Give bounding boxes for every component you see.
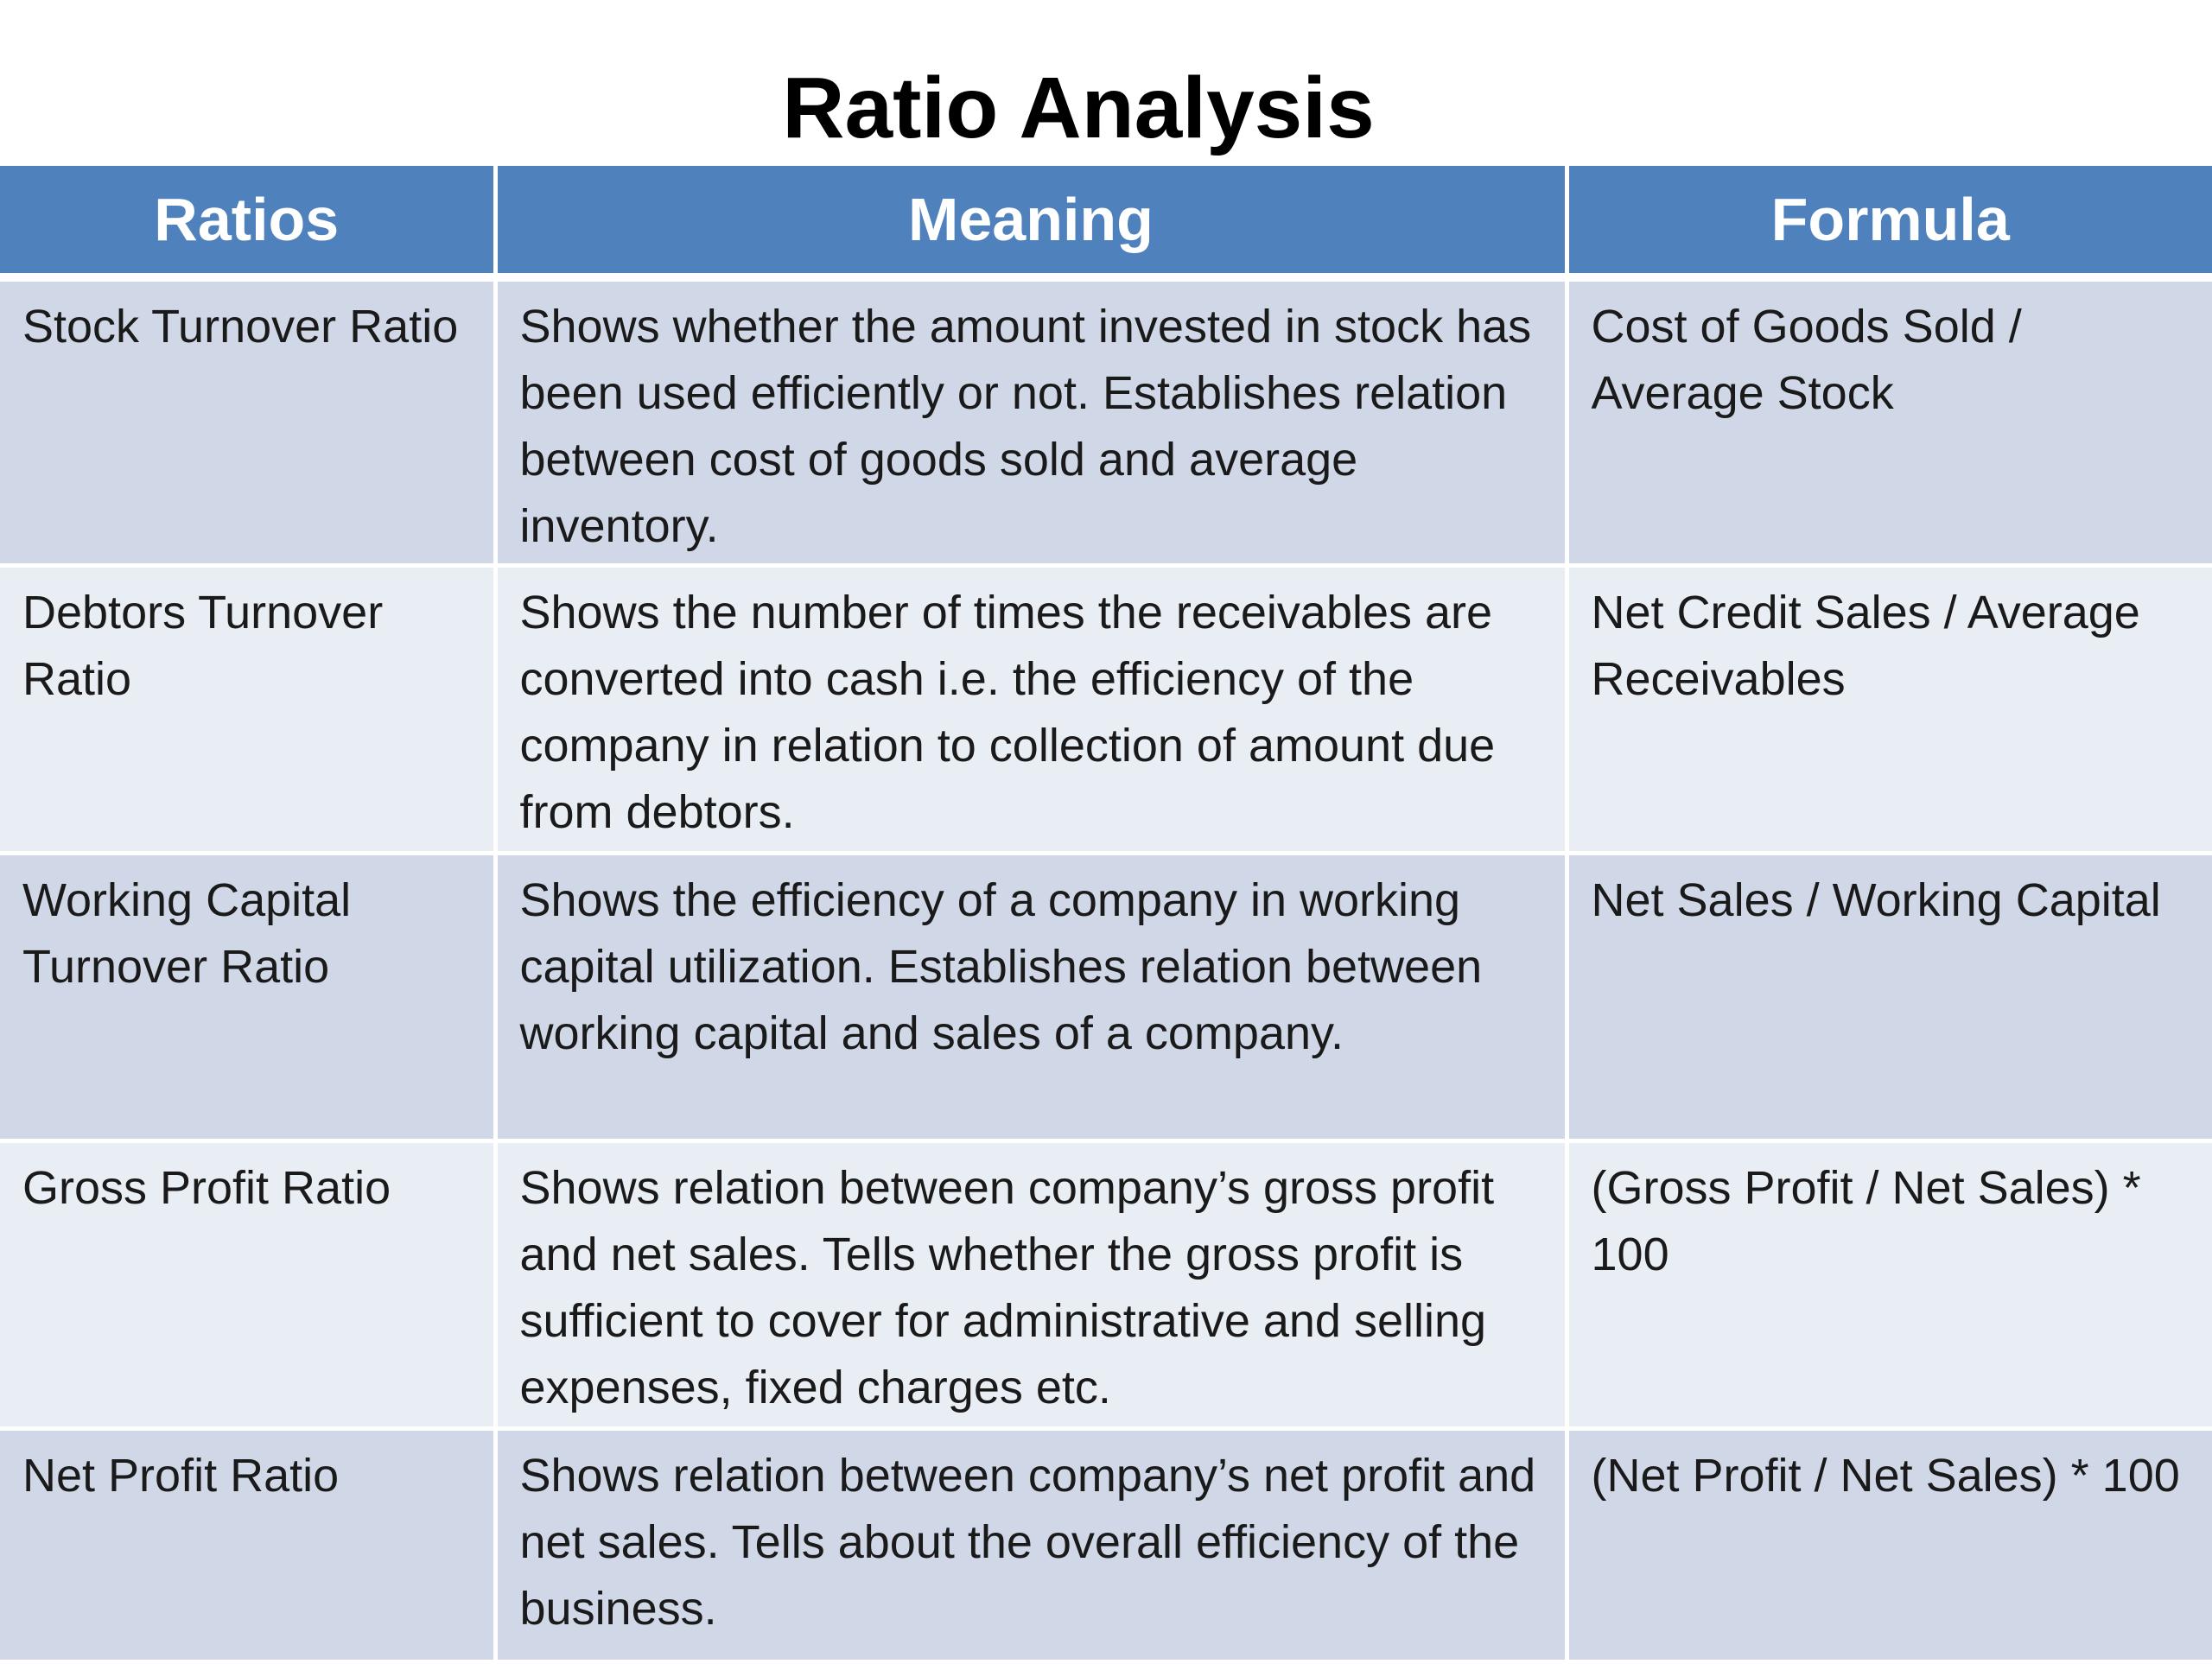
ratio-name-cell: Working Capital Turnover Ratio — [0, 853, 498, 1143]
ratio-formula-cell: Net Credit Sales / Average Receivables — [1564, 565, 2212, 855]
ratio-name-cell: Debtors Turnover Ratio — [0, 565, 498, 855]
table-row: Stock Turnover Ratio Shows whether the a… — [0, 277, 2212, 568]
ratio-formula-cell: (Net Profit / Net Sales) * 100 — [1564, 1428, 2212, 1664]
table-row: Net Profit Ratio Shows relation between … — [0, 1428, 2212, 1664]
table-row: Debtors Turnover Ratio Shows the number … — [0, 565, 2212, 855]
table-row: Working Capital Turnover Ratio Shows the… — [0, 853, 2212, 1143]
ratio-meaning-cell: Shows the number of times the receivable… — [493, 565, 1569, 855]
table-header-row: Ratios Meaning Formula — [0, 166, 2212, 282]
ratio-meaning-cell: Shows relation between company’s net pro… — [493, 1428, 1569, 1664]
ratio-name-cell: Gross Profit Ratio — [0, 1140, 498, 1431]
ratio-name-cell: Net Profit Ratio — [0, 1428, 498, 1664]
ratio-formula-cell: Net Sales / Working Capital — [1564, 853, 2212, 1143]
table-row: Gross Profit Ratio Shows relation betwee… — [0, 1140, 2212, 1431]
column-header-ratios: Ratios — [0, 166, 498, 282]
ratio-formula-cell: Cost of Goods Sold / Average Stock — [1564, 277, 2212, 568]
column-header-meaning: Meaning — [493, 166, 1569, 282]
ratio-meaning-cell: Shows whether the amount invested in sto… — [493, 277, 1569, 568]
ratio-name-cell: Stock Turnover Ratio — [0, 277, 498, 568]
ratio-table: Ratios Meaning Formula Stock Turnover Ra… — [0, 166, 2212, 1664]
column-header-formula: Formula — [1564, 166, 2212, 282]
ratio-meaning-cell: Shows relation between company’s gross p… — [493, 1140, 1569, 1431]
ratio-meaning-cell: Shows the efficiency of a company in wor… — [493, 853, 1569, 1143]
slide-title: Ratio Analysis — [782, 60, 1375, 156]
ratio-formula-cell: (Gross Profit / Net Sales) * 100 — [1564, 1140, 2212, 1431]
